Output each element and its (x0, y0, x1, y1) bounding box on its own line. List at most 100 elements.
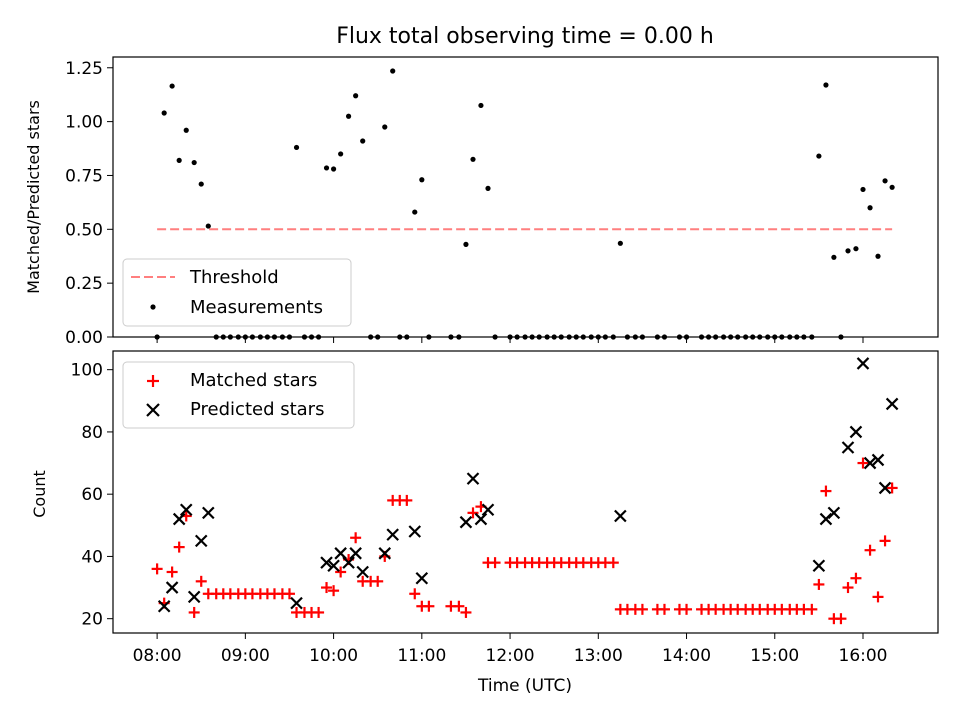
measurement-point (161, 110, 167, 116)
matched-point (321, 582, 333, 594)
predicted-point-b (356, 565, 369, 579)
matched-point (850, 572, 862, 584)
predicted-point-b (349, 547, 362, 560)
predicted-point (327, 559, 340, 573)
predicted-point (194, 534, 208, 548)
matched-point (886, 482, 898, 494)
bottom-y-tick-label: 60 (81, 485, 103, 505)
legend-predicted-swatch (146, 403, 160, 417)
predicted-point (187, 590, 201, 604)
matched-point (195, 575, 207, 587)
measurement-point (889, 184, 895, 190)
predicted-point (415, 571, 429, 585)
matched-point (166, 566, 178, 578)
top-plot-frame (112, 56, 939, 338)
bottom-x-tick-label: 12:00 (486, 646, 535, 666)
measurement-point (360, 138, 366, 144)
predicted-point-b (342, 556, 355, 569)
predicted-point (386, 528, 399, 541)
measurement-point (390, 68, 396, 74)
predicted-point (157, 599, 171, 613)
matched-point (401, 494, 413, 506)
matched-point (864, 544, 876, 556)
bottom-x-tick-label: 11:00 (397, 646, 446, 666)
top-y-tick-label: 1.25 (65, 59, 103, 79)
predicted-point-b (878, 481, 892, 495)
predicted-point-b (408, 525, 422, 538)
matched-point (636, 603, 648, 615)
bottom-y-tick-label: 40 (81, 547, 103, 567)
measurement-point (338, 151, 344, 157)
bottom-y-axis-label: Count (30, 470, 49, 518)
predicted-point (378, 547, 392, 560)
matched-point (467, 507, 479, 519)
bottom-x-tick-label: 14:00 (662, 646, 711, 666)
predicted-point-b (172, 512, 186, 526)
predicted-point-b (819, 512, 833, 526)
measurement-point (617, 240, 623, 246)
predicted-point (841, 441, 855, 454)
predicted-point-b (614, 509, 627, 523)
measurement-point (816, 153, 822, 159)
predicted-point-b (157, 599, 171, 613)
bottom-x-tick-label: 08:00 (133, 646, 182, 666)
predicted-point-b (841, 441, 855, 454)
bottom-x-ticks: 08:00 09:00 10:00 11:00 12:00 13:00 14:00 15:00… (133, 633, 888, 666)
predicted-point-b (415, 571, 429, 585)
predicted-point (165, 581, 179, 594)
predicted-point (172, 512, 186, 526)
top-legend-box (122, 258, 352, 327)
predicted-point-b (827, 506, 841, 520)
matched-point (372, 575, 384, 587)
top-y-tick-label: 0.75 (65, 166, 103, 186)
top-legend: Threshold Measurements (122, 258, 352, 327)
predicted-point-b (187, 590, 201, 604)
measurement-point (831, 254, 837, 260)
bottom-legend: Matched stars Predicted stars (122, 361, 355, 429)
measurement-point (191, 159, 197, 166)
predicted-point (290, 596, 303, 610)
predicted-point (856, 357, 870, 370)
measurement-point (867, 205, 873, 211)
measurement-point (853, 246, 859, 252)
predicted-point-b (812, 559, 826, 573)
measurement-point (470, 156, 476, 162)
predicted-point-b (165, 581, 179, 594)
predicted-point (878, 481, 892, 495)
predicted-point-b (885, 397, 899, 411)
predicted-point (202, 506, 215, 520)
measurement-point (485, 185, 491, 191)
predicted-point (885, 397, 899, 411)
matched-point (489, 557, 501, 569)
matched-point (350, 532, 362, 544)
predicted-point (342, 556, 355, 569)
measurement-point (419, 177, 425, 183)
measurement-point (478, 102, 484, 109)
predicted-point (349, 547, 362, 560)
chart-title: Flux total observing time = 0.00 h (336, 24, 714, 49)
matched-point (283, 588, 295, 600)
matched-point (658, 603, 670, 615)
predicted-point-b (466, 472, 480, 485)
measurement-point (875, 253, 881, 259)
top-y-ticks: 0.00 0.25 0.50 0.75 1.00 1.25 (65, 59, 113, 348)
matched-point (460, 606, 472, 618)
measurement-point (412, 209, 418, 215)
predicted-point (812, 559, 826, 573)
matched-point (409, 588, 421, 600)
top-y-tick-label: 0.00 (65, 328, 103, 348)
bottom-y-tick-label: 80 (81, 423, 103, 443)
bottom-x-tick-label: 16:00 (839, 646, 888, 666)
matched-point (328, 585, 340, 597)
matched-point (857, 457, 869, 469)
measurement-point (845, 248, 851, 254)
matched-point (188, 606, 200, 618)
matched-point (872, 591, 884, 603)
measurement-point (293, 144, 300, 151)
bottom-x-tick-label: 10:00 (309, 646, 358, 666)
matched-point (879, 535, 891, 547)
top-y-tick-label: 0.25 (65, 274, 103, 294)
matched-point (835, 613, 847, 625)
predicted-point (356, 565, 369, 579)
